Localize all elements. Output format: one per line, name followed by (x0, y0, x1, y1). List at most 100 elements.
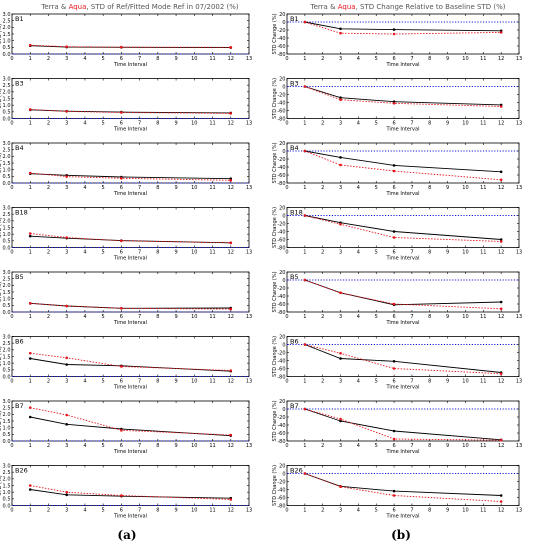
y-axis-label: STD (%) (0, 24, 3, 44)
y-tick-label: 20 (279, 270, 285, 276)
x-tick-label: 12 (228, 56, 234, 62)
x-tick-label: 13 (246, 56, 252, 62)
x-tick-label: 9 (174, 250, 177, 256)
subplot-b-b26: 0 1 2 3 4 5 6 7 8 9 10 11 12 13-80-60-40-20020B26STD … (272, 463, 522, 519)
y-tick-label: 2.0 (3, 348, 11, 354)
subplot-a-b7: 0 1 2 3 4 5 6 7 8 9 10 11 12 130.00.51.01.52.02.53.0B… (0, 399, 252, 455)
x-tick-label: 5 (375, 379, 378, 385)
y-tick-label: 0.0 (3, 310, 11, 316)
aqua-point (303, 407, 307, 411)
x-tick-label: 8 (428, 185, 431, 191)
x-tick-label: 13 (516, 314, 522, 320)
x-tick-label: 3 (65, 250, 68, 256)
x-tick-label: 13 (516, 443, 522, 449)
x-tick-label: 6 (392, 185, 395, 191)
x-tick-label: 3 (339, 56, 342, 62)
x-tick-label: 4 (357, 379, 360, 385)
x-tick-label: 11 (480, 121, 486, 127)
aqua-point (392, 32, 396, 36)
x-tick-label: 2 (321, 250, 324, 256)
x-tick-label: 1 (303, 314, 306, 320)
plot-frame (286, 207, 520, 248)
aqua-series-line (30, 44, 231, 48)
plot-frame (11, 207, 250, 248)
x-tick-label: 3 (65, 185, 68, 191)
x-tick-label: 5 (102, 121, 105, 127)
y-tick-label: 20 (279, 12, 285, 18)
y-tick-label: 0.0 (3, 116, 11, 122)
x-tick-label: 3 (339, 185, 342, 191)
x-tick-label: 11 (209, 443, 215, 449)
x-tick-label: 0 (285, 121, 288, 127)
y-tick-label: 20 (279, 399, 285, 405)
y-tick-label: -40 (277, 423, 285, 429)
band-label: B4 (15, 144, 24, 152)
x-axis-label: Time Interval (113, 256, 147, 262)
x-tick-label: 13 (516, 508, 522, 514)
y-tick-label: 20 (279, 205, 285, 211)
y-tick-label: 1.5 (3, 419, 11, 425)
x-tick-label: 8 (428, 508, 431, 514)
x-tick-label: 5 (102, 314, 105, 320)
y-tick-label: 3.0 (3, 270, 11, 276)
y-tick-label: -40 (277, 294, 285, 300)
y-tick-label: 0 (282, 213, 285, 219)
band-label: B3 (15, 80, 24, 88)
y-axis-label: STD (%) (0, 411, 3, 431)
x-tick-label: 9 (446, 250, 449, 256)
y-tick-label: 2.5 (3, 18, 11, 24)
x-tick-label: 9 (446, 314, 449, 320)
aqua-point (499, 105, 503, 108)
x-tick-label: 1 (29, 250, 32, 256)
aqua-series-line (30, 352, 231, 371)
x-tick-label: 1 (303, 56, 306, 62)
terra-point (28, 234, 32, 238)
aqua-series-line (304, 473, 502, 502)
terra-point (392, 360, 396, 363)
x-tick-label: 8 (428, 379, 431, 385)
x-tick-label: 0 (285, 250, 288, 256)
x-tick-label: 3 (339, 314, 342, 320)
aqua-point (303, 149, 307, 153)
aqua-point (28, 108, 32, 111)
title-a-rest: , STD of Ref/Fitted Mode Ref in 07/2002 … (86, 3, 238, 11)
x-tick-label: 5 (375, 121, 378, 127)
y-tick-label: 0.5 (3, 497, 11, 503)
aqua-point (120, 306, 123, 310)
x-tick-label: 0 (285, 185, 288, 191)
aqua-point (229, 179, 233, 182)
x-tick-label: 0 (285, 508, 288, 514)
x-tick-label: 6 (392, 443, 395, 449)
y-axis-label: STD (%) (0, 217, 3, 237)
aqua-point (229, 241, 233, 245)
y-tick-label: 3.0 (3, 463, 11, 469)
plot-frame (286, 78, 520, 119)
x-tick-label: 5 (375, 56, 378, 62)
y-tick-label: 1.5 (3, 32, 11, 38)
y-tick-label: 0.5 (3, 45, 11, 51)
y-tick-label: 1.5 (3, 290, 11, 296)
band-label: B3 (290, 80, 299, 88)
x-tick-label: 2 (47, 121, 50, 127)
aqua-point (499, 240, 503, 243)
x-tick-label: 5 (375, 508, 378, 514)
x-axis-label: Time Interval (386, 256, 420, 262)
band-label: B26 (15, 467, 28, 475)
x-tick-label: 9 (174, 314, 177, 320)
y-tick-label: -40 (277, 100, 285, 106)
subplot-a-b3: 0 1 2 3 4 5 6 7 8 9 10 11 12 130.00.51.01.52.02.53.0B… (0, 76, 252, 132)
y-tick-label: 20 (279, 76, 285, 82)
terra-series-line (304, 344, 502, 373)
x-tick-label: 13 (246, 314, 252, 320)
y-tick-label: 2.0 (3, 154, 11, 160)
y-tick-label: -60 (277, 366, 285, 372)
x-tick-label: 13 (246, 379, 252, 385)
x-tick-label: 10 (462, 314, 468, 320)
x-tick-label: 9 (446, 443, 449, 449)
y-tick-label: -20 (277, 350, 285, 356)
aqua-series-line (304, 21, 502, 35)
aqua-point (28, 171, 32, 175)
